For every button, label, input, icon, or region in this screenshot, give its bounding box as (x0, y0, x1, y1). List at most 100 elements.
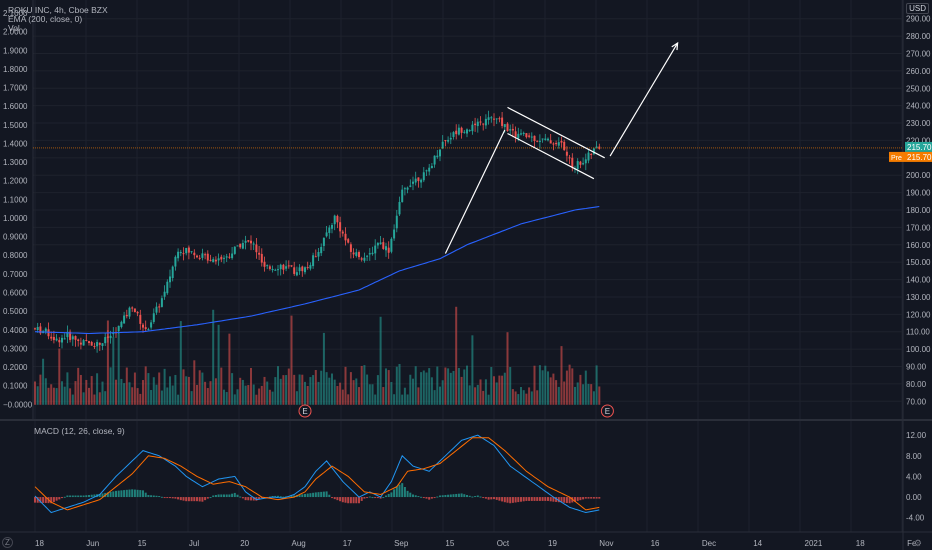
volume-bar (579, 374, 582, 405)
macd-histogram-bar (139, 490, 142, 498)
candle-body (387, 247, 390, 253)
time-axis-tick: 14 (753, 539, 762, 548)
candle-body (552, 143, 555, 145)
macd-histogram-bar (304, 493, 306, 498)
ema-legend: EMA (200, close, 0) (8, 14, 83, 24)
macd-histogram-bar (115, 490, 117, 498)
right-axis-tick: 190.00 (906, 189, 931, 198)
macd-histogram-bar (598, 497, 601, 499)
candle-body (39, 326, 42, 334)
macd-histogram-bar (520, 497, 522, 502)
volume-bar (393, 394, 396, 405)
macd-histogram-bar (533, 497, 536, 501)
currency-button[interactable]: USD (906, 3, 929, 14)
volume-bar (341, 389, 344, 405)
earnings-label: E (302, 407, 307, 416)
volume-bar (476, 384, 479, 405)
macd-histogram-bar (44, 497, 47, 504)
macd-histogram-bar (209, 497, 212, 499)
volume-bar (344, 366, 347, 405)
right-axis-tick: 260.00 (906, 67, 931, 76)
volume-bar (574, 386, 576, 405)
macd-histogram-bar (55, 497, 58, 501)
volume-bar (139, 393, 142, 405)
volume-bar (403, 387, 406, 405)
candle-body (401, 189, 404, 203)
candle-body (93, 346, 96, 348)
timezone-icon[interactable]: Z (2, 537, 13, 548)
candle-body (355, 252, 358, 256)
volume-bar (74, 381, 77, 405)
right-axis-tick: 200.00 (906, 171, 931, 180)
macd-histogram-bar (565, 497, 568, 503)
volume-bar (538, 365, 541, 405)
candle-body (139, 314, 142, 324)
volume-bar (88, 387, 90, 405)
volume-bar (422, 370, 425, 405)
volume-bar (266, 381, 269, 405)
volume-bar (484, 379, 487, 405)
candle-body (82, 340, 85, 346)
volume-bar (171, 385, 174, 405)
volume-bar (204, 381, 207, 405)
candles (34, 110, 601, 353)
candle-body (533, 135, 536, 142)
candle-body (557, 142, 560, 146)
volume-bar (595, 365, 598, 405)
candle-body (471, 124, 474, 132)
candle-body (511, 128, 514, 131)
macd-histogram-bar (549, 497, 552, 502)
volume-bar (47, 387, 50, 405)
volume-bar (325, 372, 328, 405)
macd-histogram-bar (190, 497, 193, 502)
macd-histogram-bar (414, 495, 417, 498)
trendline (507, 132, 595, 180)
macd-histogram-bar (579, 497, 582, 501)
left-axis-tick: 1.4000 (3, 139, 28, 148)
candle-body (201, 253, 204, 258)
candle-body (306, 267, 309, 269)
left-axis-tick: 0.3000 (3, 344, 28, 353)
macd-histogram-bar (250, 497, 252, 501)
left-axis-tick: 1.0000 (3, 214, 28, 223)
macd-histogram-bar (409, 492, 412, 498)
left-axis-tick: 1.7000 (3, 84, 28, 93)
volume-bar (271, 391, 274, 405)
volume-bar (298, 374, 301, 405)
macd-histogram-bar (279, 496, 282, 498)
settings-icon[interactable]: ⚙ (913, 538, 922, 548)
right-axis-tick: 230.00 (906, 119, 931, 128)
macd-histogram-bar (484, 497, 487, 499)
left-axis-tick: 1.2000 (3, 177, 28, 186)
volume-bar (457, 367, 460, 405)
left-axis-tick: 0.2000 (3, 363, 28, 372)
volume-bar (557, 386, 560, 405)
volume-bar (555, 380, 558, 405)
macd-histogram-bar (101, 493, 104, 498)
volume-bar (274, 377, 277, 405)
time-axis-tick: Dec (702, 539, 716, 548)
candle-body (368, 253, 371, 255)
volume-bar (93, 394, 96, 405)
candle-body (198, 257, 201, 259)
volume-bar (185, 376, 188, 405)
macd-histogram-bar (171, 497, 174, 499)
time-axis-tick: 15 (138, 539, 147, 548)
volume-bar (390, 382, 393, 405)
time-axis-tick: 15 (445, 539, 454, 548)
volume-bar (401, 394, 404, 405)
candle-body (463, 131, 466, 133)
volume-bar (190, 391, 193, 405)
volume-bar (106, 320, 109, 405)
left-axis-tick: 1.1000 (3, 195, 28, 204)
macd-histogram-bar (517, 497, 520, 503)
volume-bar (36, 386, 39, 405)
macd-histogram-bar (382, 497, 385, 499)
time-axis-tick: 18 (35, 539, 44, 548)
volume-bar (466, 365, 468, 405)
volume-bar (349, 372, 352, 405)
volume-bar (379, 316, 382, 405)
candle-body (190, 251, 193, 253)
candle-body (439, 149, 441, 157)
